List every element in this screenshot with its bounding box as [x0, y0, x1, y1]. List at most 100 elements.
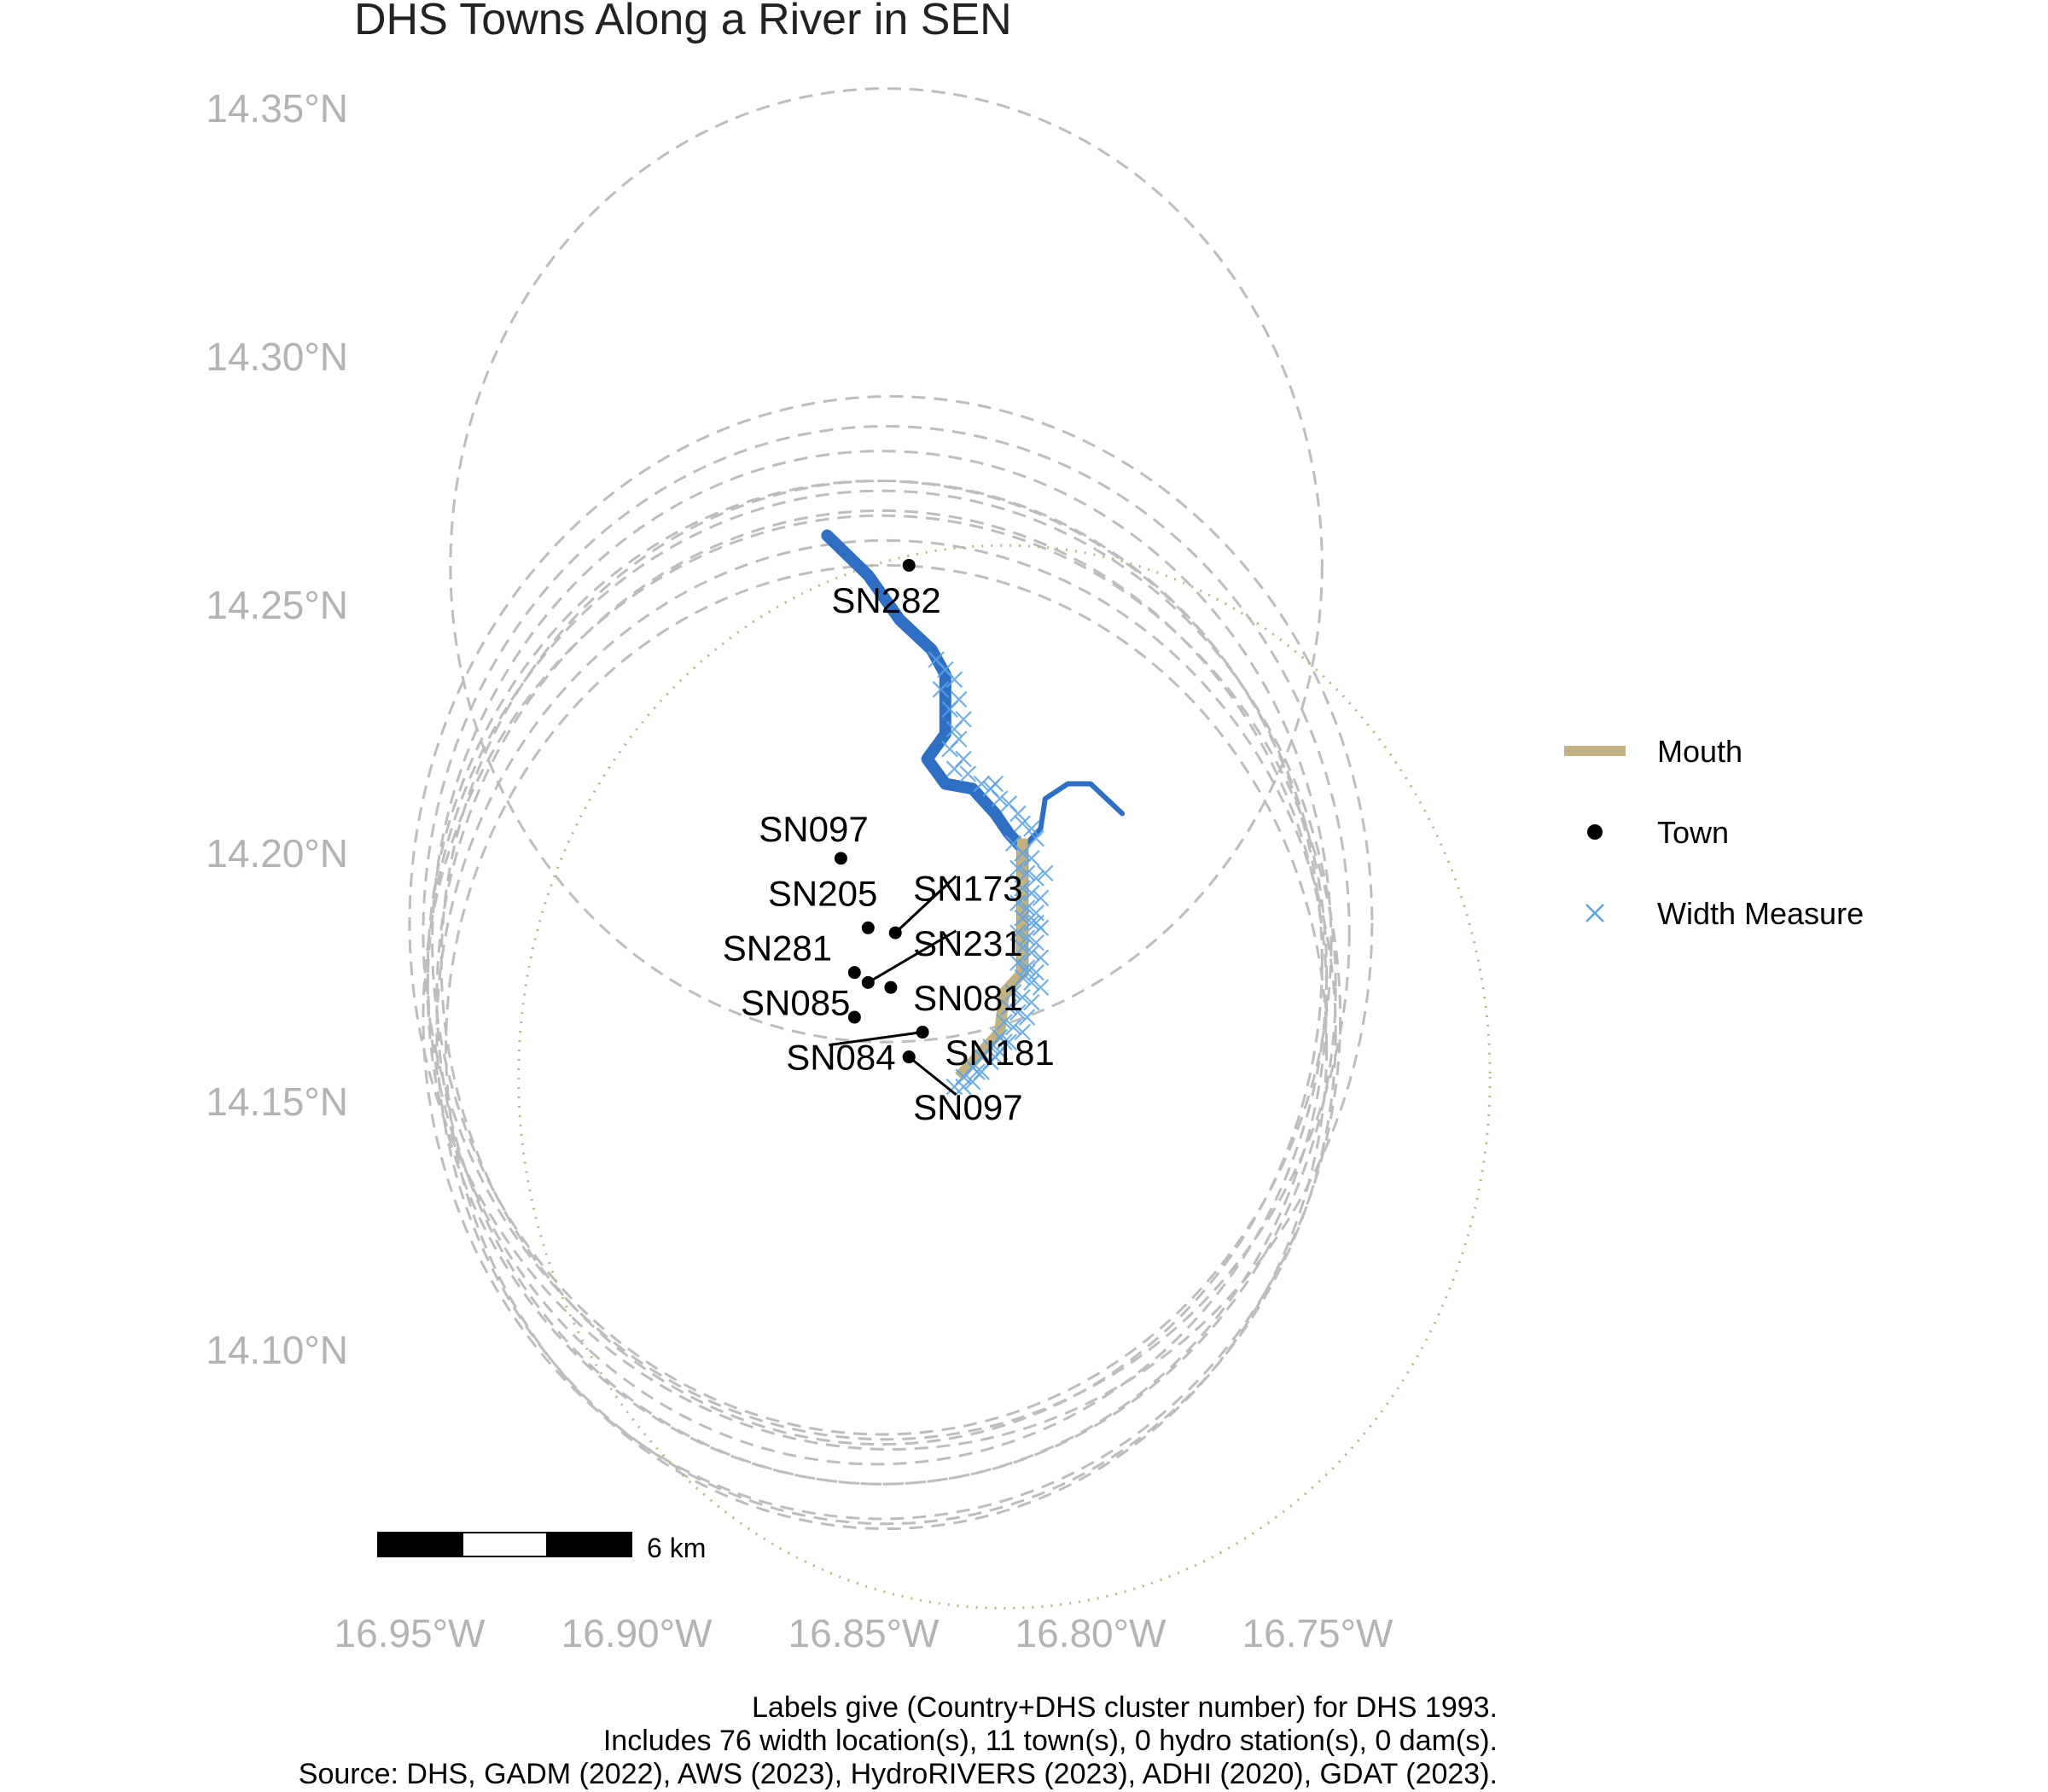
- town-buffer-circle-9: [422, 514, 1342, 1521]
- town-label: SN281: [723, 928, 832, 969]
- town-buffers: [408, 87, 1374, 1531]
- town-point: [884, 980, 898, 994]
- width-measure-marker: [1018, 929, 1036, 946]
- width-measure-marker: [1018, 963, 1036, 981]
- mouth-buffer: [517, 544, 1492, 1610]
- width-measure-marker: [1009, 894, 1027, 911]
- width-measure-marker: [1000, 998, 1018, 1016]
- width-measure-marker: [941, 741, 958, 758]
- mouth-buffer-circle: [517, 544, 1492, 1610]
- width-measure-marker: [1014, 845, 1031, 862]
- town-point: [847, 966, 861, 980]
- town-label: SN084: [786, 1038, 895, 1078]
- town-label: SN081: [913, 978, 1022, 1018]
- town-buffer-circle-7: [426, 489, 1337, 1486]
- town-label-leader: [829, 1031, 923, 1047]
- width-measure-marker: [1009, 805, 1027, 823]
- town-label-leader: [908, 1056, 957, 1096]
- width-measure-marker: [1023, 884, 1040, 902]
- width-measure-marker: [945, 760, 963, 777]
- width-measure-marker: [1014, 815, 1031, 832]
- legend-mouth-label: Mouth: [1657, 734, 1743, 769]
- town-point: [916, 1026, 929, 1039]
- legend-town-label: Town: [1657, 815, 1729, 850]
- width-measure-marker: [969, 1063, 986, 1080]
- width-measure-marker: [1032, 949, 1050, 966]
- width-measure-marker: [986, 1048, 1004, 1066]
- width-measure-marker: [986, 775, 1004, 793]
- axes: 14.35°N 14.30°N 14.25°N 14.20°N 14.15°N 14.10…: [206, 86, 1393, 1655]
- lon-tick-label: 16.85°W: [788, 1611, 940, 1655]
- river-mouth-segment: [954, 838, 1028, 1081]
- width-measure-marker: [1023, 993, 1040, 1011]
- width-measure-marker: [945, 671, 963, 689]
- scale-bar: 6 km: [377, 1532, 706, 1563]
- legend-width-measure-label: Width Measure: [1657, 896, 1864, 931]
- width-measure-marker: [1027, 934, 1044, 951]
- town-label: SN085: [741, 983, 850, 1023]
- width-measure-marker: [1018, 1009, 1036, 1026]
- width-measure-marker: [1014, 939, 1031, 957]
- lat-tick-label: 14.35°N: [206, 86, 348, 131]
- town-label: SN097: [759, 809, 868, 849]
- town-label-leader: [894, 875, 957, 934]
- lat-tick-label: 14.25°N: [206, 583, 348, 627]
- town-label: SN173: [913, 869, 1022, 909]
- width-measure-marker: [996, 1033, 1013, 1050]
- lon-tick-label: 16.95°W: [335, 1611, 486, 1655]
- lat-tick-label: 14.30°N: [206, 335, 348, 379]
- town-buffer-circle-8: [435, 509, 1329, 1486]
- legend: Mouth Town Width Measure: [1564, 734, 1864, 931]
- town-label-leader: [867, 929, 957, 984]
- caption: Labels give (Country+DHS cluster number)…: [299, 1691, 1498, 1790]
- width-measure-marker: [1009, 924, 1027, 941]
- town-point: [902, 1050, 916, 1064]
- legend-width-measure-swatch: [1585, 904, 1604, 922]
- map-title: DHS Towns Along a River in SEN: [354, 0, 1012, 44]
- width-measure-marker: [1023, 974, 1040, 992]
- width-measure-marker: [973, 775, 991, 793]
- legend-town-swatch: [1587, 824, 1603, 840]
- scale-bar-segment-3: [546, 1533, 631, 1556]
- town-buffer-circle-11: [445, 563, 1329, 1531]
- town-point: [861, 975, 875, 989]
- river-tributary: [1020, 781, 1126, 852]
- lon-tick-label: 16.90°W: [561, 1611, 713, 1655]
- width-measure-marker: [1027, 829, 1044, 847]
- width-measure-marker: [1014, 1023, 1031, 1041]
- width-measure-marker: [1032, 979, 1050, 996]
- lat-tick-label: 14.10°N: [206, 1328, 348, 1372]
- width-measure-marker: [1023, 914, 1040, 932]
- towns: SN282 SN097 SN205 SN173 SN231 SN281 SN085 SN081…: [723, 558, 1055, 1127]
- width-measure-marker: [1037, 864, 1054, 882]
- width-measure-marker: [1018, 864, 1036, 882]
- town-buffer-circle-5: [439, 480, 1324, 1446]
- width-measure-marker: [1004, 984, 1022, 1001]
- town-label: SN231: [913, 923, 1022, 963]
- town-buffer-circle-6: [426, 480, 1329, 1466]
- lat-tick-label: 14.20°N: [206, 831, 348, 876]
- scale-bar-label: 6 km: [647, 1533, 706, 1563]
- width-measure-marker: [941, 701, 958, 718]
- width-measure-marker: [1009, 859, 1027, 877]
- width-measures: [928, 651, 1054, 1096]
- width-measure-marker: [1023, 944, 1040, 962]
- width-measure-marker: [1023, 820, 1040, 837]
- town-label: SN205: [768, 874, 877, 914]
- width-measure-marker: [1032, 889, 1050, 907]
- width-measure-marker: [1027, 870, 1044, 887]
- scale-bar-segment-1: [378, 1533, 463, 1556]
- width-measure-marker: [1018, 899, 1036, 916]
- town-buffer-circle-1: [449, 87, 1324, 1044]
- town-buffer-circle-10: [435, 538, 1337, 1526]
- town-buffer-circle-2: [408, 395, 1374, 1451]
- town-point: [834, 852, 847, 865]
- town-buffer-circle-3: [422, 424, 1351, 1441]
- width-measure-marker: [1014, 909, 1031, 927]
- width-measure-marker: [996, 1014, 1013, 1031]
- width-measure-marker: [1004, 1018, 1022, 1036]
- width-measure-marker: [1018, 959, 1036, 976]
- width-measure-marker: [932, 681, 950, 698]
- width-measure-marker: [1014, 879, 1031, 897]
